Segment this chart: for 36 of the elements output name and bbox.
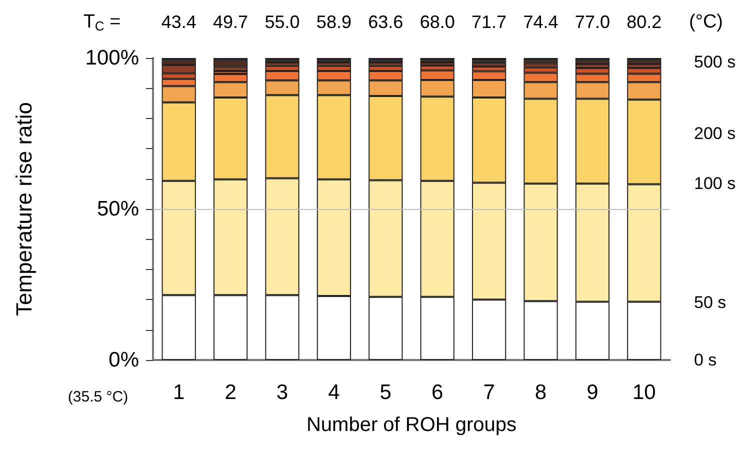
bar — [575, 60, 610, 64]
bar — [627, 60, 662, 64]
x-tick-label: 5 — [380, 381, 392, 404]
text: 50 s — [694, 293, 726, 312]
y-axis-title: Temperature rise ratio — [12, 102, 36, 316]
text: (35.5 °C) — [68, 388, 128, 406]
y-tick-label: 0% — [108, 348, 139, 372]
text: 74.4 — [523, 12, 558, 32]
x-axis-title: Number of ROH groups — [306, 414, 517, 436]
text: 71.7 — [472, 12, 507, 32]
x-tick-label: 8 — [534, 381, 547, 404]
text: 500 s — [694, 52, 736, 72]
x-tick-label: 9 — [586, 381, 598, 404]
text: (°C) — [689, 12, 723, 32]
y-tick-label: 100% — [85, 46, 139, 70]
text: 63.6 — [368, 12, 404, 32]
text: 200 s — [694, 124, 736, 143]
x-tick-label: 6 — [432, 381, 444, 404]
text: 43.4 — [161, 12, 196, 32]
text: 80.2 — [626, 12, 662, 32]
x-tick-label: 1 — [173, 381, 185, 404]
text: 0 s — [694, 350, 717, 370]
x-tick-label: 10 — [632, 381, 656, 404]
text: 58.9 — [316, 12, 352, 32]
bar — [213, 60, 248, 67]
text: 49.7 — [213, 12, 248, 32]
x-tick-label: 4 — [328, 381, 340, 404]
y-tick-label: 50% — [96, 198, 139, 220]
x-tick-label: 3 — [276, 381, 288, 404]
text: 100 s — [694, 174, 736, 193]
text: 55.0 — [264, 12, 300, 32]
bar — [524, 60, 558, 64]
text: 77.0 — [574, 12, 610, 32]
x-tick-label: 2 — [224, 381, 236, 404]
text: 68.0 — [420, 12, 455, 32]
x-tick-label: 7 — [483, 381, 495, 404]
